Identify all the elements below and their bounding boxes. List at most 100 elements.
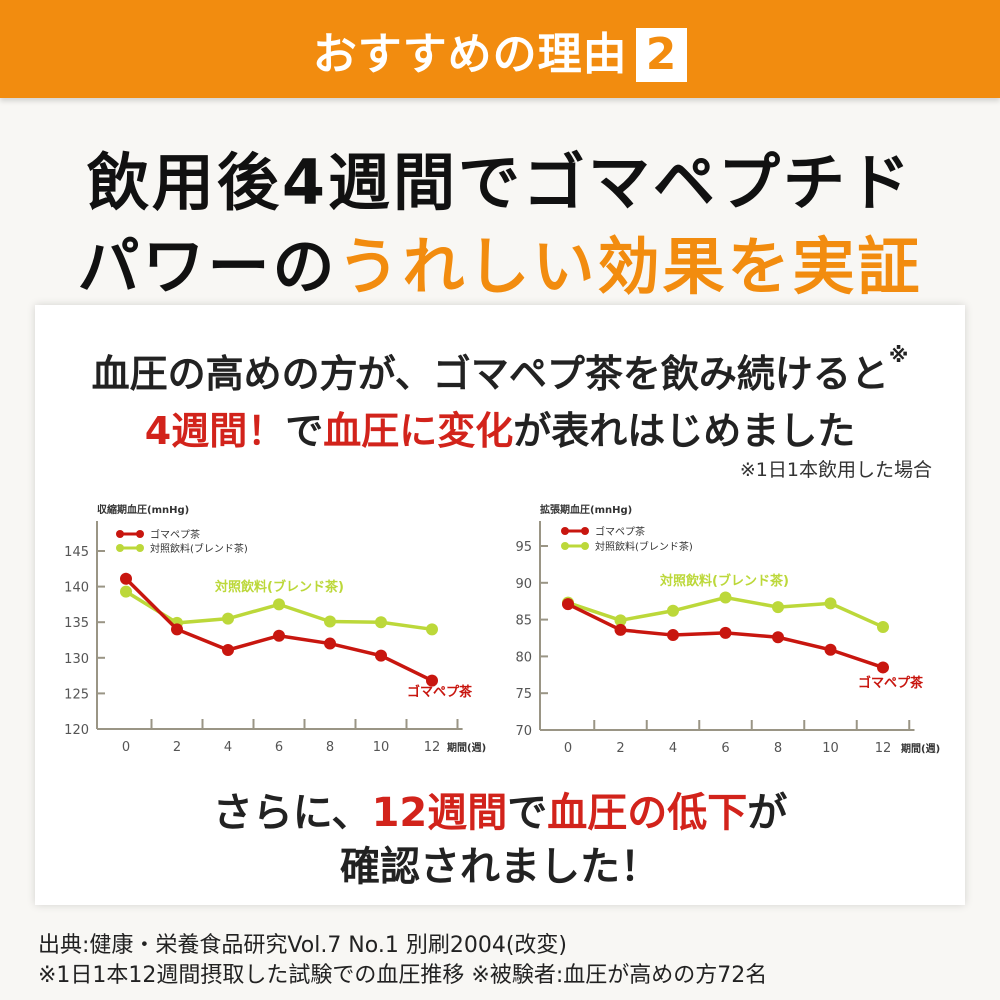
x-tick-label: 4 [224, 740, 232, 755]
y-tick-label: 85 [515, 614, 532, 629]
legend-label: ゴマペプ茶 [150, 528, 200, 541]
series-annotation: 対照飲料(ブレンド茶) [214, 579, 344, 595]
data-point-control [877, 620, 889, 633]
x-tick-label: 12 [424, 740, 441, 755]
conclusion-line1: さらに、12週間で血圧の低下が [0, 780, 1000, 838]
y-tick-label: 135 [64, 616, 89, 631]
y-tick-label: 140 [64, 581, 89, 596]
series-annotation: ゴマペプ茶 [858, 675, 924, 691]
legend-label: ゴマペプ茶 [595, 525, 645, 538]
data-point-control [426, 623, 438, 636]
legend-swatch-dot [581, 542, 589, 550]
data-point-gomapepu [562, 598, 574, 611]
data-point-gomapepu [824, 643, 837, 656]
lead-line2: 4週間！で血圧に変化が表れはじめました [0, 400, 1000, 455]
x-tick-label: 8 [326, 740, 334, 755]
legend-swatch-dot [116, 544, 124, 552]
chart-title: 収縮期血圧(mnHg) [97, 503, 189, 516]
y-tick-label: 145 [64, 545, 89, 560]
conclusion-text: さらに、 [212, 790, 372, 836]
data-point-gomapepu [614, 623, 627, 636]
legend-label: 対照飲料(ブレンド茶) [595, 540, 693, 553]
data-point-control [120, 585, 132, 598]
x-tick-label: 0 [564, 741, 572, 756]
data-point-gomapepu [426, 674, 438, 687]
data-point-control [719, 591, 732, 604]
data-point-control [273, 598, 285, 611]
legend-label: 対照飲料(ブレンド茶) [150, 542, 248, 555]
data-point-gomapepu [324, 637, 336, 650]
conclusion-highlight-decrease: 血圧の低下 [547, 790, 748, 836]
x-tick-label: 4 [669, 741, 677, 756]
data-point-gomapepu [667, 629, 679, 642]
data-point-control [772, 601, 784, 614]
x-tick-label: 6 [275, 740, 283, 755]
data-point-control [614, 614, 627, 627]
data-point-gomapepu [222, 643, 234, 656]
x-tick-label: 6 [721, 741, 729, 756]
conclusion-highlight-weeks: 12週間 [371, 790, 508, 836]
data-point-control [667, 604, 679, 617]
lead-note: ※1日1本飲用した場合 [739, 459, 932, 481]
headline-orange: うれしい効果を実証 [337, 230, 923, 303]
data-point-gomapepu [877, 661, 889, 674]
data-point-gomapepu [772, 631, 784, 644]
data-point-control [824, 597, 837, 610]
conclusion-text: で [507, 790, 548, 836]
header-banner: おすすめの理由 2 [0, 0, 1000, 98]
lead-highlight-weeks: 4週間！ [144, 409, 286, 453]
x-tick-label: 2 [173, 740, 181, 755]
y-tick-label: 95 [515, 540, 532, 555]
x-axis-label: 期間(週) [901, 742, 940, 755]
data-point-control [324, 615, 336, 628]
x-axis-label: 期間(週) [447, 741, 486, 754]
header-title: おすすめの理由 2 [0, 18, 1000, 82]
series-annotation: 対照飲料(ブレンド茶) [659, 573, 789, 589]
headline-line1: 飲用後4週間でゴマペプチド [86, 146, 914, 219]
headline-line2: パワーのうれしい効果を実証 [0, 216, 1000, 306]
y-tick-label: 130 [64, 652, 89, 667]
x-tick-label: 8 [774, 741, 782, 756]
y-tick-label: 120 [64, 723, 89, 738]
diastolic-chart: 拡張期血圧(mnHg) 70 75 80 85 90 95 0 2 4 6 8 10 12 期間(週) ゴマペ… [515, 503, 940, 756]
x-tick-label: 0 [122, 740, 130, 755]
data-point-gomapepu [719, 626, 732, 639]
lead-text: 血圧の高めの方が、ゴマペプ茶を飲み続けると [91, 352, 889, 396]
reason-number-badge: 2 [635, 28, 688, 82]
legend-swatch-dot [581, 527, 589, 535]
legend-swatch-dot [561, 527, 569, 535]
legend-swatch-dot [116, 530, 124, 538]
legend-swatch-dot [136, 544, 144, 552]
data-point-control [375, 616, 387, 629]
x-tick-label: 12 [875, 741, 892, 756]
y-tick-label: 90 [515, 577, 532, 592]
lead-text: が表れはじめました [513, 409, 856, 453]
y-tick-label: 80 [515, 650, 532, 665]
y-tick-label: 125 [64, 687, 89, 702]
data-point-gomapepu [375, 649, 387, 662]
lead-highlight-change: 血圧に変化 [323, 409, 514, 453]
series-annotation: ゴマペプ茶 [407, 684, 473, 700]
study-note: ※1日1本12週間摂取した試験での血圧推移 ※被験者:血圧が高めの方72名 [38, 963, 768, 988]
systolic-chart: 収縮期血圧(mnHg) 120 125 130 135 140 145 0 2 4 6 8 10 12 期間… [64, 503, 486, 755]
data-point-gomapepu [171, 623, 183, 636]
lead-text: で [285, 409, 324, 453]
y-tick-label: 70 [515, 724, 532, 739]
legend-swatch-dot [136, 530, 144, 538]
x-tick-label: 2 [616, 741, 624, 756]
headline-black: パワーの [77, 230, 338, 303]
legend-swatch-dot [561, 542, 569, 550]
lead-line1: 血圧の高めの方が、ゴマペプ茶を飲み続けると※ [0, 343, 1000, 398]
y-tick-label: 75 [515, 687, 532, 702]
chart-title: 拡張期血圧(mnHg) [540, 503, 632, 516]
reason-label: おすすめの理由 [312, 29, 628, 80]
source-citation: 出典:健康・栄養食品研究Vol.7 No.1 別刷2004(改変) [38, 933, 567, 958]
conclusion-text: が [747, 790, 788, 836]
conclusion-line2: 確認されました！ [340, 844, 660, 890]
x-tick-label: 10 [822, 741, 839, 756]
x-tick-label: 10 [373, 740, 390, 755]
data-point-gomapepu [273, 629, 285, 642]
data-point-gomapepu [120, 572, 132, 585]
footnote-mark: ※ [888, 343, 909, 367]
data-point-control [222, 612, 234, 625]
